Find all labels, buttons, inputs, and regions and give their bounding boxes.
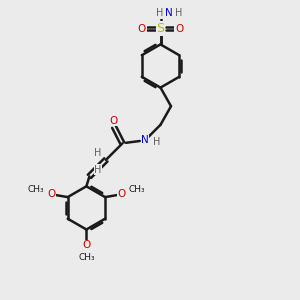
Text: O: O bbox=[138, 23, 146, 34]
Text: N: N bbox=[141, 135, 149, 146]
Text: O: O bbox=[109, 116, 118, 126]
Text: O: O bbox=[82, 240, 91, 250]
Text: H: H bbox=[153, 137, 160, 147]
Text: N: N bbox=[165, 8, 173, 19]
Text: CH₃: CH₃ bbox=[27, 185, 44, 194]
Text: S: S bbox=[157, 22, 164, 35]
Text: H: H bbox=[94, 148, 101, 158]
Text: CH₃: CH₃ bbox=[78, 253, 95, 262]
Text: O: O bbox=[175, 23, 183, 34]
Text: H: H bbox=[156, 8, 163, 19]
Text: H: H bbox=[94, 165, 101, 175]
Text: CH₃: CH₃ bbox=[129, 185, 146, 194]
Text: O: O bbox=[47, 189, 55, 199]
Text: O: O bbox=[118, 189, 126, 199]
Text: H: H bbox=[175, 8, 182, 19]
